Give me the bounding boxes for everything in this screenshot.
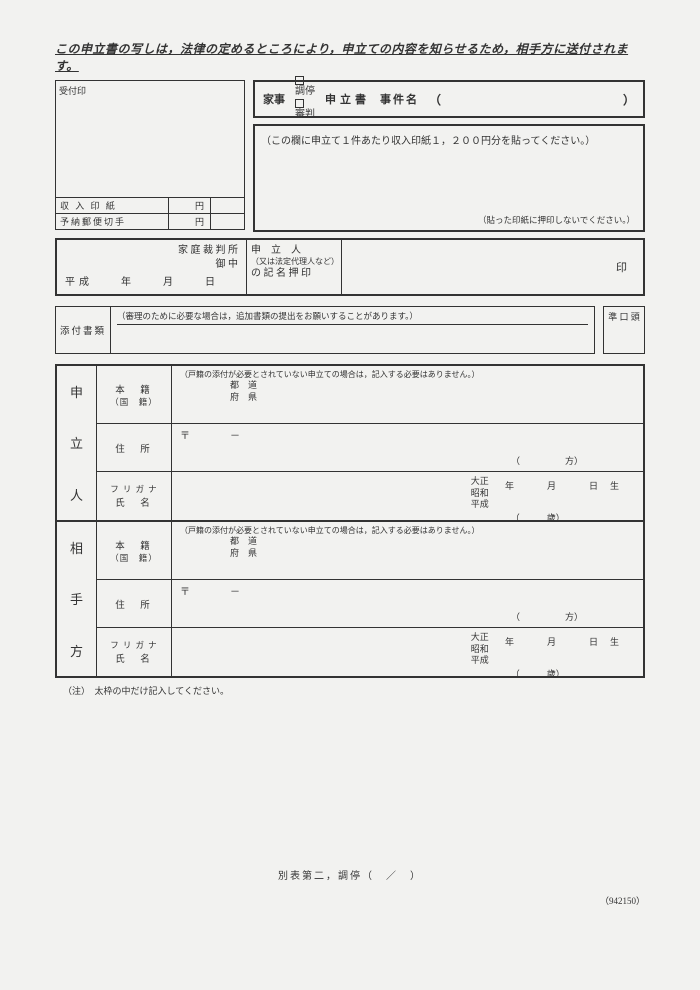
filing-date[interactable]: 平成 年 月 日 xyxy=(65,276,238,290)
respondent-birthdate: 大正 昭和 平成 年 月 日生 （ 歳） xyxy=(471,632,631,681)
respondent-name-field[interactable]: 大正 昭和 平成 年 月 日生 （ 歳） xyxy=(172,628,643,676)
respondent-block: 相 手 方 本 籍 （国 籍） （戸籍の添付が必要とされていない申立ての場合は，… xyxy=(57,520,643,676)
chotei-label: 調停 xyxy=(295,85,315,99)
applicant-signature-label: 申 立 人 （又は法定代理人など） の 記 名 押 印 xyxy=(247,240,342,294)
respondent-name-row: フ リ ガ ナ 氏 名 大正 昭和 平成 年 月 日生 （ 歳） xyxy=(97,628,643,676)
parties-table: 申 立 人 本 籍 （国 籍） （戸籍の添付が必要とされていない申立ての場合は，… xyxy=(55,364,645,678)
applicant-label: 申 立 人 xyxy=(57,366,97,520)
name-label-2: フ リ ガ ナ 氏 名 xyxy=(97,628,172,676)
prep-oral-box: 準 口 頭 xyxy=(603,306,645,354)
checkbox-chotei[interactable] xyxy=(295,76,304,85)
name-label: フ リ ガ ナ 氏 名 xyxy=(97,472,172,520)
court-row: 家 庭 裁 判 所 御 中 平成 年 月 日 申 立 人 （又は法定代理人など）… xyxy=(55,238,645,296)
stamp-note: （この欄に申立て１件あたり収入印紙１，２００円分を貼ってください。） xyxy=(261,136,595,147)
attach-label: 添付書類 xyxy=(56,307,111,353)
checkbox-shinpan[interactable] xyxy=(295,99,304,108)
applicant-birthdate: 大正 昭和 平成 年 月 日生 （ 歳） xyxy=(471,476,631,525)
postage-unit: 円 xyxy=(169,214,211,230)
respondent-address-field[interactable]: 〒 － （ 方） xyxy=(172,580,643,627)
receipt-label: 受付印 xyxy=(59,84,86,97)
court-mid1: 申 立 人 xyxy=(251,244,337,257)
court-mid2: （又は法定代理人など） xyxy=(251,257,337,267)
postage-blank xyxy=(210,214,244,230)
applicant-block: 申 立 人 本 籍 （国 籍） （戸籍の添付が必要とされていない申立ての場合は，… xyxy=(57,366,643,520)
top-row: 受付印 収 入 印 紙 円 予納郵便切手 円 家事 調停 審判 申立書 事件名 … xyxy=(55,80,645,232)
attach-note: （審理のために必要な場合は，追加書類の提出をお願いすることがあります。） xyxy=(117,310,588,325)
address-label-2: 住 所 xyxy=(97,580,172,627)
honseki-note-2: （戸籍の添付が必要とされていない申立ての場合は，記入する必要はありません。） xyxy=(180,525,635,536)
jikenmei-label: 事件名 xyxy=(380,91,419,107)
honseki-label-2: 本 籍 （国 籍） xyxy=(97,522,172,579)
revenue-stamp-unit: 円 xyxy=(169,198,211,214)
honseki-label: 本 籍 （国 籍） xyxy=(97,366,172,423)
seal-mark: 印 xyxy=(616,259,627,275)
attach-content[interactable]: （審理のために必要な場合は，追加書類の提出をお願いすることがあります。） xyxy=(111,307,594,353)
bottom-line: 別表第二，調停（ ／ ） xyxy=(55,867,645,882)
kaji-label: 家事 xyxy=(263,91,285,107)
signature-field[interactable]: 印 xyxy=(342,240,643,294)
header-notice: この申立書の写しは，法律の定めるところにより，申立ての内容を知らせるため，相手方… xyxy=(55,40,645,74)
applicant-rows: 本 籍 （国 籍） （戸籍の添付が必要とされていない申立ての場合は，記入する必要… xyxy=(97,366,643,520)
receipt-stamp-box: 受付印 xyxy=(55,80,245,198)
respondent-label: 相 手 方 xyxy=(57,522,97,676)
revenue-stamp-label: 収 入 印 紙 xyxy=(56,198,169,214)
address-label: 住 所 xyxy=(97,424,172,471)
applicant-address-row: 住 所 〒 － （ 方） xyxy=(97,424,643,472)
applicant-honseki-field[interactable]: （戸籍の添付が必要とされていない申立ての場合は，記入する必要はありません。） 都… xyxy=(172,366,643,423)
postage-label: 予納郵便切手 xyxy=(56,214,169,230)
shinpan-label: 審判 xyxy=(295,108,315,122)
title-box: 家事 調停 審判 申立書 事件名 （ ） xyxy=(253,80,645,118)
revenue-stamp-blank xyxy=(210,198,244,214)
applicant-name-row: フ リ ガ ナ 氏 名 大正 昭和 平成 年 月 日生 （ 歳） xyxy=(97,472,643,520)
revenue-stamp-area: （この欄に申立て１件あたり収入印紙１，２００円分を貼ってください。） （貼った印… xyxy=(253,124,645,232)
footer-note: （注） 太枠の中だけ記入してください。 xyxy=(63,684,645,697)
right-column: 家事 調停 審判 申立書 事件名 （ ） （この欄に申立て１件あたり収入印紙１，… xyxy=(253,80,645,232)
form-id: （942150） xyxy=(55,894,645,907)
applicant-honseki-row: 本 籍 （国 籍） （戸籍の添付が必要とされていない申立ての場合は，記入する必要… xyxy=(97,366,643,424)
court-line1: 家 庭 裁 判 所 xyxy=(65,244,238,258)
applicant-address-field[interactable]: 〒 － （ 方） xyxy=(172,424,643,471)
attachment-row: 添付書類 （審理のために必要な場合は，追加書類の提出をお願いすることがあります。… xyxy=(55,306,645,354)
postal-mark-2: 〒 － xyxy=(180,587,240,598)
court-line2: 御 中 xyxy=(65,258,238,272)
paren-close: ） xyxy=(623,91,635,108)
stamp-bottom-note: （貼った印紙に押印しないでください。） xyxy=(478,214,635,226)
respondent-address-row: 住 所 〒 － （ 方） xyxy=(97,580,643,628)
respondent-rows: 本 籍 （国 籍） （戸籍の添付が必要とされていない申立ての場合は，記入する必要… xyxy=(97,522,643,676)
honseki-note: （戸籍の添付が必要とされていない申立ての場合は，記入する必要はありません。） xyxy=(180,369,635,380)
court-addressee: 家 庭 裁 判 所 御 中 平成 年 月 日 xyxy=(57,240,247,294)
moshitate-label: 申立書 xyxy=(325,91,370,107)
attachment-box: 添付書類 （審理のために必要な場合は，追加書類の提出をお願いすることがあります。… xyxy=(55,306,595,354)
respondent-honseki-field[interactable]: （戸籍の添付が必要とされていない申立ての場合は，記入する必要はありません。） 都… xyxy=(172,522,643,579)
case-type-checkboxes: 調停 審判 xyxy=(295,76,315,122)
applicant-name-field[interactable]: 大正 昭和 平成 年 月 日生 （ 歳） xyxy=(172,472,643,520)
court-mid3: の 記 名 押 印 xyxy=(251,267,337,280)
postal-mark: 〒 － xyxy=(180,431,240,442)
respondent-honseki-row: 本 籍 （国 籍） （戸籍の添付が必要とされていない申立ての場合は，記入する必要… xyxy=(97,522,643,580)
fee-table: 収 入 印 紙 円 予納郵便切手 円 xyxy=(55,197,245,230)
paren-open: （ xyxy=(429,91,441,108)
left-column: 受付印 収 入 印 紙 円 予納郵便切手 円 xyxy=(55,80,245,232)
